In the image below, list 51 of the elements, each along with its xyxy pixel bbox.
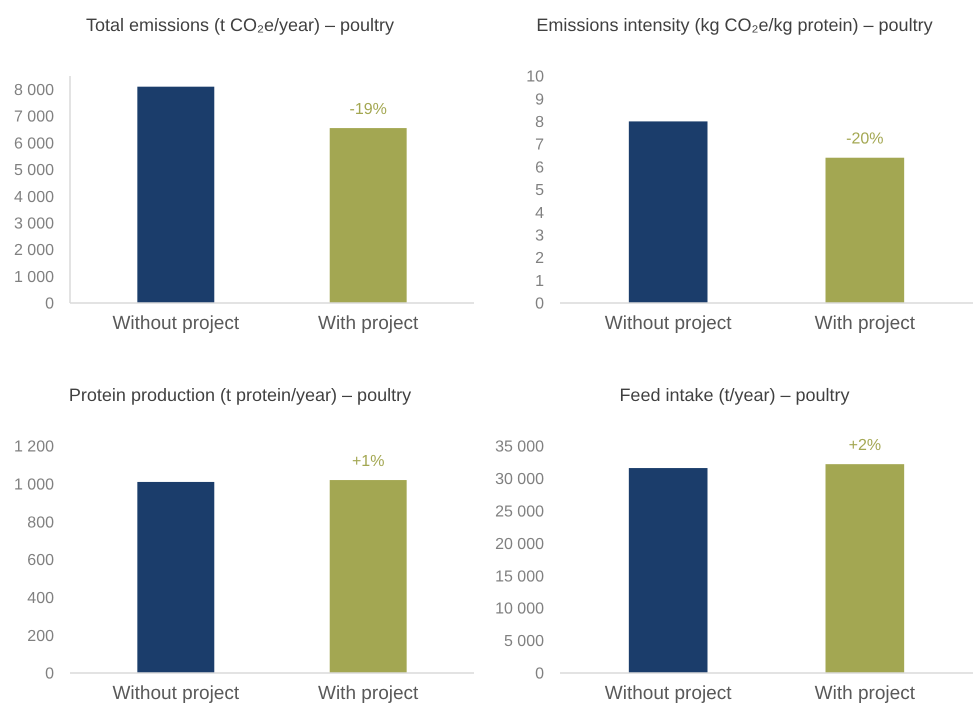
y-tick-label: 8 <box>535 114 544 131</box>
y-tick-label: 5 000 <box>504 633 544 650</box>
y-tick-label: 9 <box>535 91 544 108</box>
y-tick-label: 3 <box>535 228 544 244</box>
y-tick-label: 8 000 <box>14 82 54 99</box>
y-tick-label: 10 000 <box>495 600 544 618</box>
y-tick-label: 400 <box>27 590 54 607</box>
y-tick-label: 7 <box>535 136 544 154</box>
y-tick-label: 0 <box>45 296 54 313</box>
x-tick-label: With project <box>318 683 420 704</box>
x-tick-label: With project <box>814 683 916 704</box>
y-tick-label: 0 <box>535 296 544 313</box>
chart-title: Feed intake (t/year) – poultry <box>619 385 850 405</box>
y-tick-label: 1 200 <box>14 438 54 456</box>
x-tick-label: With project <box>318 313 420 334</box>
y-tick-label: 7 000 <box>14 108 54 126</box>
y-tick-label: 35 000 <box>495 438 544 456</box>
x-tick-label: Without project <box>604 683 732 704</box>
y-tick-label: 25 000 <box>495 503 544 520</box>
chart-title: Protein production (t protein/year) – poultry <box>68 385 412 405</box>
y-tick-label: 1 <box>535 272 544 290</box>
y-tick-label: 0 <box>535 666 544 683</box>
y-tick-label: 200 <box>27 628 54 645</box>
x-tick-label: With project <box>814 313 916 334</box>
annotation: +1% <box>352 453 384 470</box>
chart-title: Emissions intensity (kg CO₂e/kg protein) – poultry <box>536 15 933 35</box>
chart-title: Total emissions (t CO₂e/year) – poultry <box>86 15 394 35</box>
annotation: +2% <box>848 437 882 454</box>
y-tick-label: 5 <box>535 182 544 200</box>
y-tick-label: 6 <box>535 159 544 176</box>
y-tick-label: 15 000 <box>495 568 544 586</box>
y-tick-label: 3 000 <box>14 215 54 232</box>
y-tick-label: 800 <box>27 514 54 532</box>
y-tick-label: 10 <box>526 68 544 86</box>
y-tick-label: 2 <box>535 250 544 268</box>
y-tick-label: 30 000 <box>495 471 544 488</box>
y-tick-label: 0 <box>45 666 54 683</box>
y-tick-label: 4 000 <box>14 188 54 206</box>
y-tick-label: 1 000 <box>14 476 54 494</box>
y-tick-label: 2 000 <box>14 242 54 260</box>
x-tick-label: Without project <box>112 313 240 334</box>
annotation: -19% <box>350 101 387 118</box>
annotation: -20% <box>846 130 884 148</box>
y-tick-label: 1 000 <box>14 268 54 286</box>
y-tick-label: 20 000 <box>495 536 544 553</box>
y-tick-label: 600 <box>27 552 54 570</box>
y-tick-label: 6 000 <box>14 135 54 152</box>
y-tick-label: 5 000 <box>14 162 54 180</box>
x-tick-label: Without project <box>112 683 240 704</box>
y-tick-label: 4 <box>535 204 544 222</box>
x-tick-label: Without project <box>604 313 732 334</box>
